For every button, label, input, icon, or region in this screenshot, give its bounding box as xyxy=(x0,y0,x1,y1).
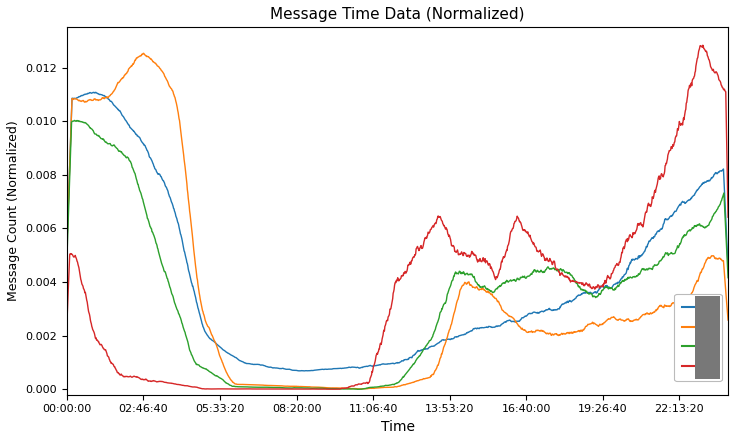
Legend: , , , : , , , xyxy=(674,294,722,381)
Y-axis label: Message Count (Normalized): Message Count (Normalized) xyxy=(7,121,20,301)
Title: Message Time Data (Normalized): Message Time Data (Normalized) xyxy=(270,7,525,22)
X-axis label: Time: Time xyxy=(381,420,415,434)
